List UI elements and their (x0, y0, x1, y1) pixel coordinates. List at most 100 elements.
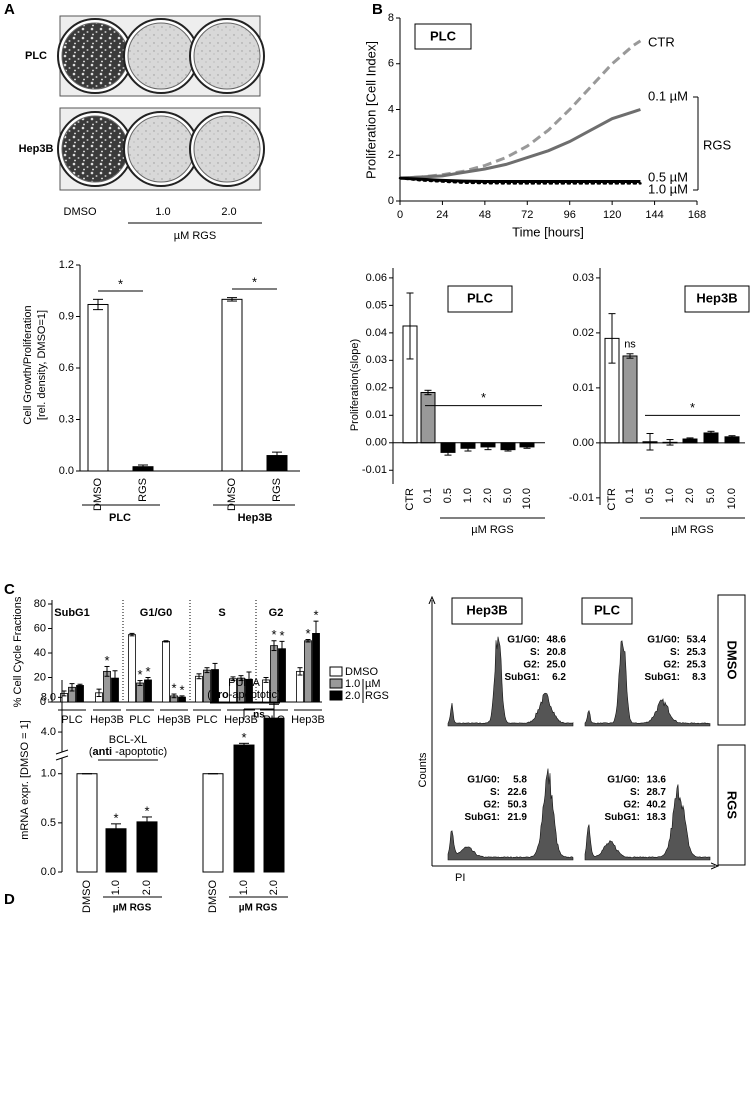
stat-name: S: (490, 787, 500, 798)
x-tick-label: PLC (129, 714, 150, 726)
x-tick-label: 48 (479, 209, 491, 221)
axis-label: PI (455, 872, 465, 884)
well (127, 22, 195, 90)
y-tick-label: 20 (34, 671, 46, 683)
bar (296, 670, 304, 703)
bar (195, 675, 203, 703)
legend-swatch (329, 666, 343, 677)
stat-name: G1/G0: (647, 635, 680, 646)
panel-label: B (372, 1, 383, 18)
group-role-part: -apoptotic) (112, 746, 167, 758)
legend-swatch (329, 690, 343, 701)
bracket-label: RGS (703, 137, 732, 152)
x-tick-label: 168 (688, 209, 706, 221)
bar (136, 821, 158, 873)
y-tick-label: 0.00 (366, 437, 387, 449)
group-label: PLC (109, 512, 131, 524)
y-tick-label: 1.2 (59, 259, 74, 271)
stat-name: G2: (523, 660, 540, 671)
stat-value: 18.3 (647, 812, 667, 823)
y-tick-label: 0.04 (366, 327, 387, 339)
stat-name: G2: (663, 660, 680, 671)
stat-value: 28.7 (647, 787, 667, 798)
section-label: G1/G0 (140, 607, 172, 619)
y-tick-label: 80 (34, 598, 46, 610)
stat-value: 13.6 (647, 775, 667, 786)
x-tick-label: 0.1 (422, 488, 434, 503)
y-tick-label: 0 (40, 696, 46, 708)
significance: * (690, 400, 695, 415)
x-tick-label: CTR (404, 488, 416, 511)
stat-value: 21.9 (508, 812, 528, 823)
well (193, 22, 261, 90)
x-tick-label: DMSO (207, 880, 219, 913)
stat-value: 50.3 (508, 800, 528, 811)
bar (76, 773, 98, 873)
x-tick-label: 72 (521, 209, 533, 221)
group-role-part: anti (93, 746, 113, 758)
significance: * (279, 628, 284, 643)
significance: * (305, 626, 310, 641)
stat-value: 53.4 (687, 635, 707, 646)
y-tick-label: 0.0 (41, 866, 56, 878)
bar (202, 773, 224, 873)
y-tick-label: 0.02 (573, 327, 594, 339)
y-tick-label: 0.03 (573, 272, 594, 284)
title-box (414, 23, 472, 50)
x-tick-label: DMSO (226, 478, 238, 511)
y-tick-label: 0.03 (366, 354, 387, 366)
significance: * (118, 276, 123, 291)
group-role-part: ( (207, 689, 211, 701)
series-line (398, 176, 642, 185)
x-tick-label: 0.5 (442, 488, 454, 503)
section-label: S (218, 607, 225, 619)
bar (263, 717, 285, 873)
x-group-label: µM RGS (113, 903, 152, 914)
legend-label: 0.5 µM (648, 169, 688, 184)
section-label: G2 (269, 607, 284, 619)
significance: ns (253, 710, 265, 721)
significance: * (145, 664, 150, 679)
significance: * (144, 803, 149, 818)
stat-value: 25.3 (687, 660, 707, 671)
y-tick-label: 1.0 (41, 768, 56, 780)
group-role: (pro-apoptotic) (207, 689, 280, 701)
well (193, 115, 261, 183)
bar (162, 640, 170, 703)
series-line (399, 108, 641, 180)
group-role: (anti -apoptotic) (89, 746, 167, 758)
stat-value: 22.6 (508, 787, 528, 798)
bar (105, 828, 127, 873)
x-tick-label: DMSO (92, 478, 104, 511)
legend-unit: µM (365, 678, 381, 690)
y-tick-label: 0.6 (59, 362, 74, 374)
y-axis-label: Proliferation(slope) (349, 339, 361, 431)
significance: * (271, 627, 276, 642)
x-tick-label: 1.0 (110, 880, 122, 895)
stat-name: G2: (483, 800, 500, 811)
y-tick-label: 0.01 (573, 382, 594, 394)
significance: * (241, 730, 246, 745)
legend-swatch (329, 678, 343, 689)
stat-value: 25.0 (547, 660, 567, 671)
x-axis-label: Time [hours] (512, 224, 584, 239)
x-tick-label: 0.5 (644, 488, 656, 503)
y-tick-label: 8.0 (41, 691, 56, 703)
stat-name: G2: (623, 800, 640, 811)
x-tick-label: 1.0 (238, 880, 250, 895)
plate-col-label: DMSO (64, 206, 97, 218)
stat-name: G1/G0: (607, 775, 640, 786)
bar (622, 355, 638, 444)
stat-name: SubG1: (464, 812, 500, 823)
stat-value: 8.3 (692, 672, 706, 683)
histogram (447, 636, 574, 727)
bar (87, 303, 109, 472)
well (61, 115, 129, 183)
y-tick-label: 0.06 (366, 272, 387, 284)
stat-value: 20.8 (547, 647, 567, 658)
well (61, 22, 129, 90)
bar (233, 744, 255, 873)
legend-label: 0.1 µM (648, 88, 688, 103)
title-box (684, 285, 750, 313)
